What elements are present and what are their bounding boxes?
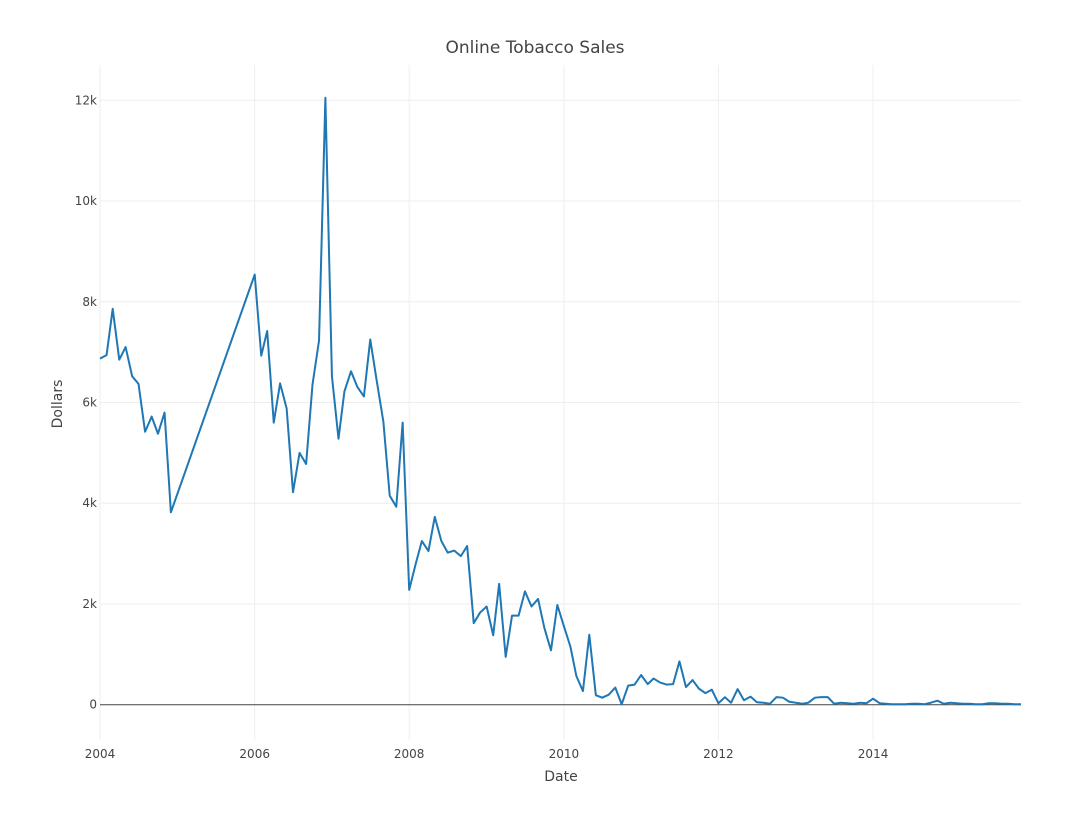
x-tick-label-2012: 2012 [703, 747, 734, 761]
y-tick-label-8k: 8k [82, 295, 97, 309]
x-tick-label-2006: 2006 [239, 747, 270, 761]
series-line-0 [99, 96, 1021, 706]
chart-title: Online Tobacco Sales [445, 38, 624, 58]
x-tick-label-2014: 2014 [858, 747, 889, 761]
x-tick-label-2004: 2004 [85, 747, 116, 761]
y-tick-label-0: 0 [89, 698, 97, 712]
y-tick-label-6k: 6k [82, 396, 97, 410]
series-layer [99, 96, 1021, 706]
y-tick-label-4k: 4k [82, 496, 97, 510]
y-tick-label-10k: 10k [75, 194, 97, 208]
y-tick-label-12k: 12k [75, 93, 97, 107]
y-axis-title: Dollars [50, 380, 66, 429]
x-axis-title: Date [544, 769, 577, 785]
grid-layer [99, 65, 1021, 740]
y-tick-labels: 0 2k 4k 6k 8k 10k 12k [75, 93, 97, 711]
y-tick-label-2k: 2k [82, 597, 97, 611]
x-tick-label-2008: 2008 [394, 747, 425, 761]
x-tick-label-2010: 2010 [549, 747, 580, 761]
x-tick-labels: 2004 2006 2008 2010 2012 2014 [85, 747, 889, 761]
